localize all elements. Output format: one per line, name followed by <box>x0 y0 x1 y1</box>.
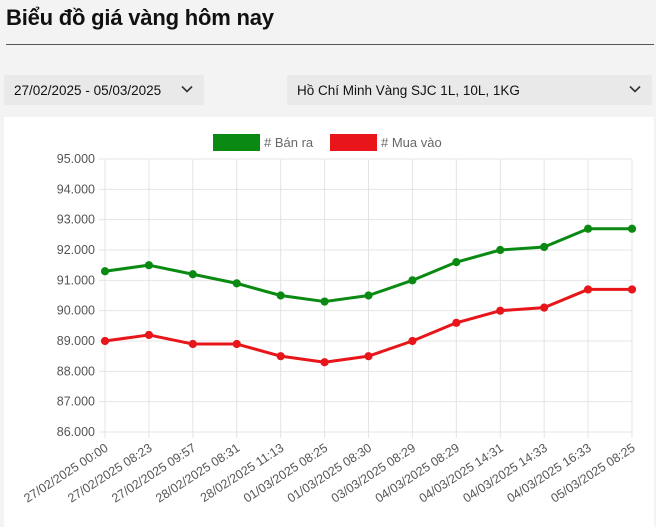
data-point[interactable] <box>452 258 461 267</box>
chart-card: 86.000 87.000 88.000 89.000 90.000 91.000 92.0… <box>4 117 654 527</box>
legend-label[interactable]: # Mua vào <box>381 135 442 150</box>
data-point[interactable] <box>320 297 329 306</box>
data-point[interactable] <box>144 261 154 270</box>
data-point[interactable] <box>276 352 285 361</box>
y-tick-label: 90.000 <box>57 304 95 318</box>
data-point[interactable] <box>452 318 461 327</box>
data-point[interactable] <box>188 270 197 279</box>
data-point[interactable] <box>583 285 593 294</box>
data-point[interactable] <box>144 330 154 340</box>
data-point[interactable] <box>100 267 110 276</box>
y-tick-label: 87.000 <box>57 395 95 409</box>
legend-swatch[interactable] <box>213 134 260 151</box>
y-tick-label: 92.000 <box>57 243 95 257</box>
data-point[interactable] <box>627 224 637 233</box>
legend-swatch[interactable] <box>330 134 377 151</box>
data-point[interactable] <box>583 224 593 233</box>
y-tick-label: 88.000 <box>57 364 95 378</box>
gold-price-line-chart: 86.000 87.000 88.000 89.000 90.000 91.000 92.0… <box>21 134 638 506</box>
y-tick-label: 86.000 <box>57 425 95 439</box>
data-point[interactable] <box>100 336 110 346</box>
data-point[interactable] <box>188 339 197 349</box>
y-tick-label: 93.000 <box>57 213 95 227</box>
data-point[interactable] <box>540 303 549 312</box>
date-range-select[interactable]: 27/02/2025 - 05/03/2025 <box>4 75 204 105</box>
data-point[interactable] <box>232 279 241 288</box>
gold-type-select[interactable]: Hồ Chí Minh Vàng SJC 1L, 10L, 1KG <box>287 75 652 105</box>
data-point[interactable] <box>320 358 329 367</box>
title-divider <box>6 44 654 45</box>
data-point[interactable] <box>276 291 285 300</box>
data-point[interactable] <box>364 352 373 361</box>
y-tick-label: 95.000 <box>57 152 95 166</box>
chevron-down-icon <box>629 85 641 93</box>
y-tick-label: 94.000 <box>57 182 95 196</box>
data-point[interactable] <box>408 336 417 346</box>
page-title: Biểu đồ giá vàng hôm nay <box>6 5 274 30</box>
legend-label[interactable]: # Bán ra <box>264 135 314 150</box>
data-point[interactable] <box>540 242 549 252</box>
y-tick-label: 91.000 <box>57 273 95 287</box>
data-point[interactable] <box>408 276 417 285</box>
data-point[interactable] <box>496 306 505 315</box>
data-point[interactable] <box>496 245 505 255</box>
chevron-down-icon <box>181 85 193 93</box>
data-point[interactable] <box>364 291 373 300</box>
data-point[interactable] <box>627 285 637 294</box>
data-point[interactable] <box>232 339 241 349</box>
gold-type-value: Hồ Chí Minh Vàng SJC 1L, 10L, 1KG <box>297 82 520 98</box>
y-tick-label: 89.000 <box>57 334 95 348</box>
date-range-value: 27/02/2025 - 05/03/2025 <box>14 82 162 98</box>
